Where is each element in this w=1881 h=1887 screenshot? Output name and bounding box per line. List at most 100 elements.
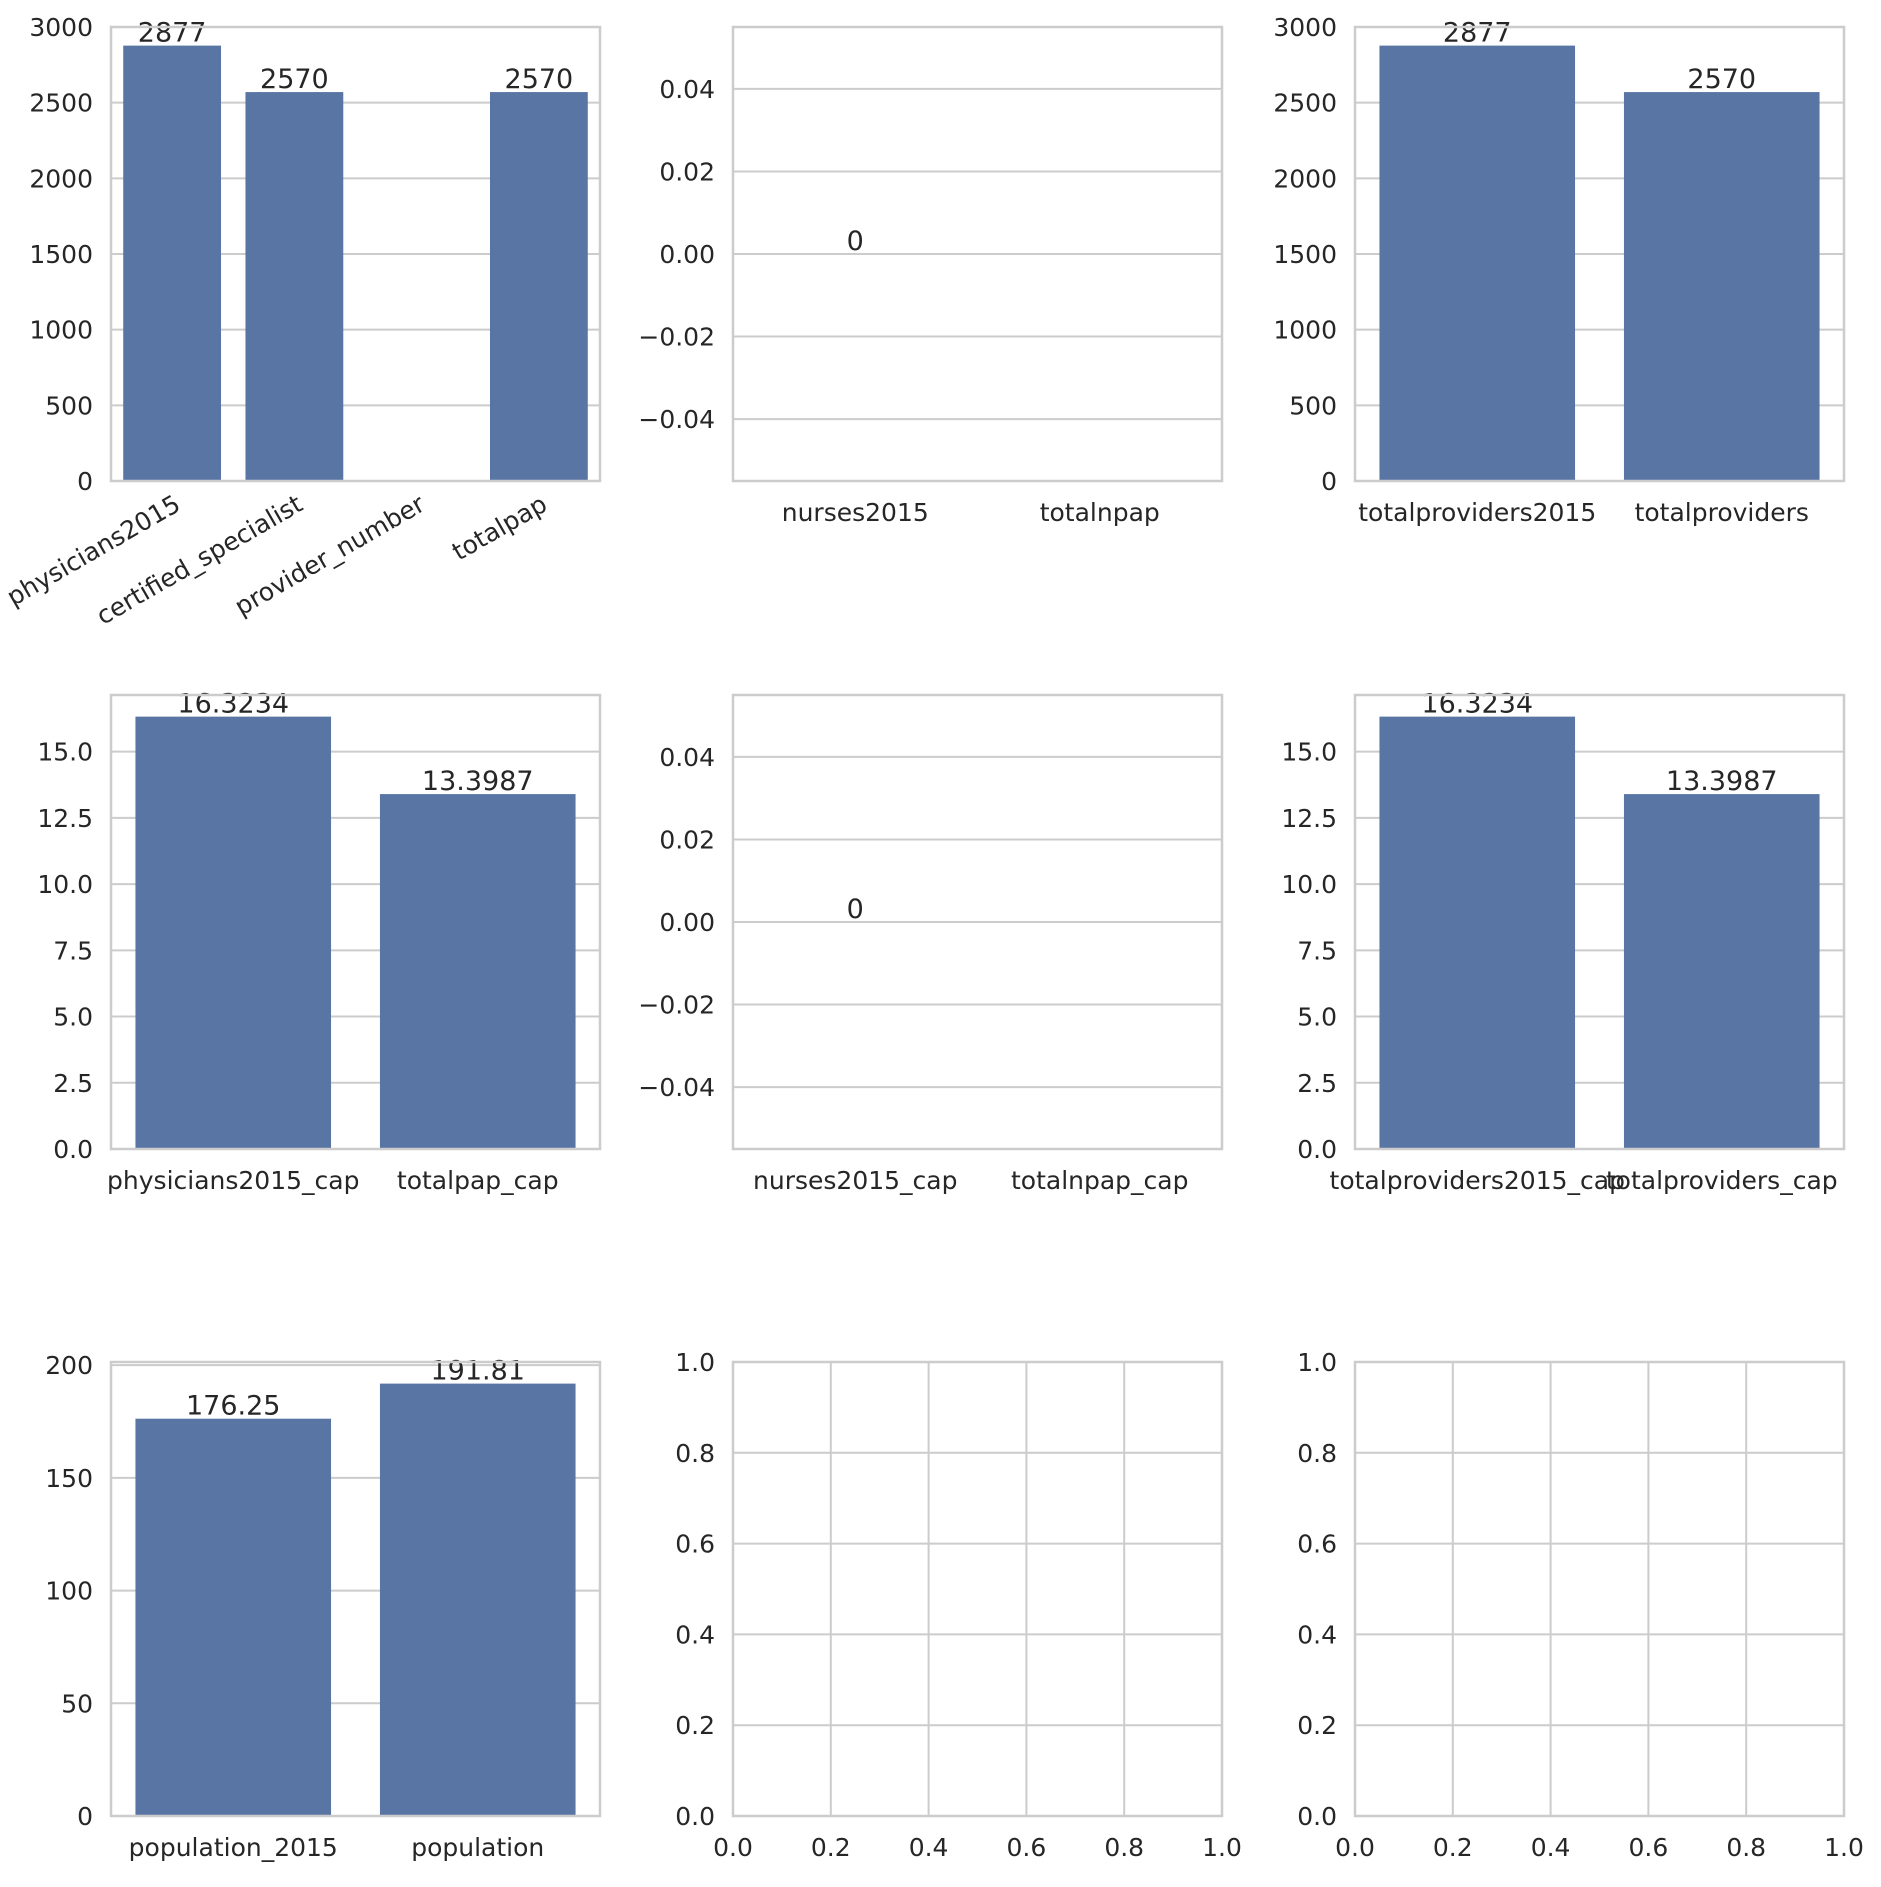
x-tick-label: 0.2	[811, 1833, 851, 1862]
y-tick-label: 12.5	[37, 804, 93, 833]
bar-population	[379, 1383, 576, 1816]
x-tick-label: certified_specialist	[91, 489, 307, 631]
y-tick-label: 0.02	[659, 157, 715, 186]
bar-population_2015	[135, 1418, 332, 1816]
axes-frame	[1353, 25, 1846, 483]
y-tick-label: −0.04	[638, 1073, 715, 1102]
y-tick-label: 0.04	[659, 743, 715, 772]
axes-frame	[109, 1360, 602, 1818]
y-tick-label: 0.0	[1297, 1135, 1337, 1164]
y-tick-label: −0.02	[638, 991, 715, 1020]
x-tick-label: 0.8	[1104, 1833, 1144, 1862]
y-tick-label: 5.0	[53, 1003, 93, 1032]
bar-value-label: 16.3234	[1421, 689, 1533, 720]
x-tick-label: 1.0	[1202, 1833, 1242, 1862]
axes-frame	[1353, 1360, 1846, 1818]
bar-value-label: 2570	[1687, 64, 1756, 95]
subplot-9: 0.0 0.2 0.4 0.6 0.8 1.0 0.0 0.2 0.4 0.6 0.8 1.0	[1297, 1348, 1864, 1862]
axes-frame	[731, 25, 1224, 483]
bar-value-label: 0	[847, 226, 864, 257]
y-tick-label: 2000	[1273, 164, 1337, 193]
y-tick-label: 1500	[29, 240, 93, 269]
y-tick-label: 0.4	[1297, 1620, 1337, 1649]
subplot-7: 0 50 100 150 200 176.25 population_2015 191.81 p…	[45, 1351, 602, 1862]
y-tick-label: 0.0	[53, 1135, 93, 1164]
y-tick-label: 0	[1321, 467, 1337, 496]
x-tick-label: 0.8	[1726, 1833, 1766, 1862]
subplot-3: 0 500 1000 1500 2000 2500 3000 2877 totalprovide…	[1273, 13, 1846, 527]
y-tick-label: 2.5	[1297, 1069, 1337, 1098]
y-tick-label: 10.0	[1281, 870, 1337, 899]
axes-frame	[731, 693, 1224, 1151]
bar-value-label: 13.3987	[1666, 766, 1778, 797]
bar-totalproviders	[1623, 92, 1820, 481]
bar-value-label: 176.25	[186, 1391, 280, 1422]
y-tick-label: 7.5	[53, 936, 93, 965]
y-tick-label: 0.8	[675, 1439, 715, 1468]
y-tick-label: 2500	[1273, 89, 1337, 118]
x-tick-label: 0.0	[1335, 1833, 1375, 1862]
x-tick-label: totalnpap_cap	[1011, 1166, 1189, 1195]
subplot-2: −0.04 −0.02 0.00 0.02 0.04 0 nurses2015 totalnp…	[638, 25, 1224, 527]
y-tick-label: 500	[1289, 391, 1337, 420]
bar-physicians2015	[123, 45, 222, 481]
y-tick-label: 0.04	[659, 75, 715, 104]
y-tick-label: 2000	[29, 164, 93, 193]
y-tick-label: 200	[45, 1351, 93, 1380]
bar-totalpap	[489, 92, 588, 481]
y-tick-label: 10.0	[37, 870, 93, 899]
bar-value-label: 13.3987	[422, 766, 534, 797]
y-tick-label: 0.00	[659, 908, 715, 937]
bar-value-label: 0	[847, 894, 864, 925]
bar-totalproviders_cap	[1623, 794, 1820, 1149]
x-tick-label: population_2015	[129, 1833, 338, 1862]
y-tick-label: 3000	[29, 13, 93, 42]
bar-value-label: 191.81	[431, 1356, 525, 1387]
bar-totalpap_cap	[379, 794, 576, 1149]
x-tick-label: 0.4	[1531, 1833, 1571, 1862]
y-tick-label: 0.02	[659, 825, 715, 854]
y-tick-label: 500	[45, 391, 93, 420]
y-tick-label: 0.0	[1297, 1802, 1337, 1831]
y-tick-label: 0.0	[675, 1802, 715, 1831]
y-tick-label: 50	[61, 1689, 93, 1718]
y-tick-label: 7.5	[1297, 936, 1337, 965]
y-tick-label: 0	[77, 1802, 93, 1831]
bar-totalproviders2015_cap	[1379, 716, 1576, 1149]
bar-value-label: 16.3234	[177, 689, 289, 720]
y-tick-label: 0.6	[1297, 1530, 1337, 1559]
x-tick-label: nurses2015_cap	[753, 1166, 957, 1195]
axes-frame	[109, 693, 602, 1151]
axes-frame	[109, 25, 602, 483]
x-tick-label: nurses2015	[782, 498, 929, 527]
y-tick-label: 0	[77, 467, 93, 496]
x-tick-label: totalproviders	[1635, 498, 1809, 527]
y-tick-label: −0.04	[638, 405, 715, 434]
subplot-8: 0.0 0.2 0.4 0.6 0.8 1.0 0.0 0.2 0.4 0.6 0.8 1.0	[675, 1348, 1242, 1862]
x-tick-label: 0.6	[1007, 1833, 1047, 1862]
y-tick-label: 0.4	[675, 1620, 715, 1649]
y-tick-label: 2500	[29, 89, 93, 118]
x-tick-label: totalpap_cap	[397, 1166, 559, 1195]
y-tick-label: 1000	[29, 316, 93, 345]
bar-certified_specialist	[245, 92, 344, 481]
y-tick-label: 100	[45, 1577, 93, 1606]
y-tick-label: 12.5	[1281, 804, 1337, 833]
x-tick-label: 1.0	[1824, 1833, 1864, 1862]
bar-value-label: 2570	[260, 64, 329, 95]
y-tick-label: 2.5	[53, 1069, 93, 1098]
y-tick-label: 0.6	[675, 1530, 715, 1559]
y-tick-label: 1.0	[675, 1348, 715, 1377]
x-tick-label: physicians2015_cap	[107, 1166, 359, 1195]
y-tick-label: 0.2	[1297, 1711, 1337, 1740]
y-tick-label: −0.02	[638, 323, 715, 352]
y-tick-label: 1.0	[1297, 1348, 1337, 1377]
subplot-4: 0.0 2.5 5.0 7.5 10.0 12.5 15.0 16.3234 physician…	[37, 689, 602, 1195]
y-tick-label: 150	[45, 1464, 93, 1493]
x-tick-label: 0.2	[1433, 1833, 1473, 1862]
y-tick-label: 5.0	[1297, 1003, 1337, 1032]
y-tick-label: 1000	[1273, 316, 1337, 345]
x-tick-label: 0.0	[713, 1833, 753, 1862]
